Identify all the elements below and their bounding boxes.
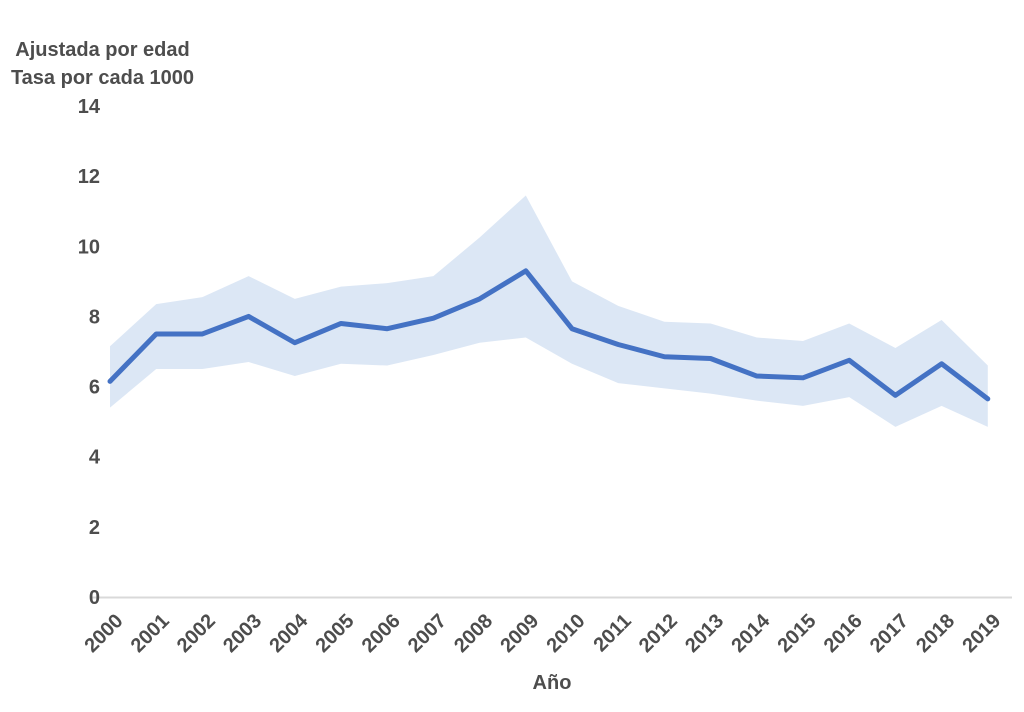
x-tick-label: 2015 bbox=[774, 610, 821, 657]
y-axis-title: Ajustada por edad Tasa por cada 1000 bbox=[0, 36, 205, 92]
x-tick-label: 2011 bbox=[589, 610, 635, 656]
y-tick-label: 0 bbox=[89, 587, 100, 609]
trend-line bbox=[107, 268, 991, 402]
x-tick-label: 2000 bbox=[81, 610, 128, 657]
x-tick-label: 2016 bbox=[820, 610, 867, 657]
y-tick-label: 8 bbox=[89, 306, 100, 328]
x-tick-label: 2013 bbox=[681, 610, 728, 657]
x-axis-title: Año bbox=[532, 672, 572, 694]
y-tick-label: 6 bbox=[89, 377, 100, 399]
x-tick-label: 2008 bbox=[450, 610, 497, 657]
x-tick-label: 2018 bbox=[912, 610, 959, 657]
x-tick-label: 2012 bbox=[635, 610, 682, 657]
x-tick-label: 2003 bbox=[219, 610, 266, 657]
x-tick-label: 2001 bbox=[127, 610, 174, 657]
y-tick-label: 2 bbox=[89, 517, 100, 539]
x-tick-label: 2010 bbox=[543, 610, 590, 657]
y-axis-title-line1: Ajustada por edad bbox=[15, 39, 190, 61]
y-tick-label: 14 bbox=[78, 96, 101, 118]
x-tick-label: 2017 bbox=[866, 610, 913, 657]
x-tick-label: 2005 bbox=[312, 610, 359, 657]
x-tick-label: 2014 bbox=[727, 609, 775, 657]
y-tick-label: 12 bbox=[78, 166, 100, 188]
confidence-band bbox=[110, 195, 988, 427]
y-tick-label: 4 bbox=[89, 447, 101, 469]
y-axis-title-line2: Tasa por cada 1000 bbox=[10, 67, 195, 89]
x-tick-label: 2009 bbox=[496, 610, 543, 657]
x-tick-label: 2006 bbox=[358, 610, 405, 657]
x-tick-label: 2007 bbox=[404, 610, 451, 657]
y-tick-label: 10 bbox=[78, 236, 100, 258]
x-tick-label: 2004 bbox=[265, 609, 313, 657]
x-tick-label: 2002 bbox=[173, 610, 220, 657]
x-tick-label: 2019 bbox=[958, 610, 1005, 657]
